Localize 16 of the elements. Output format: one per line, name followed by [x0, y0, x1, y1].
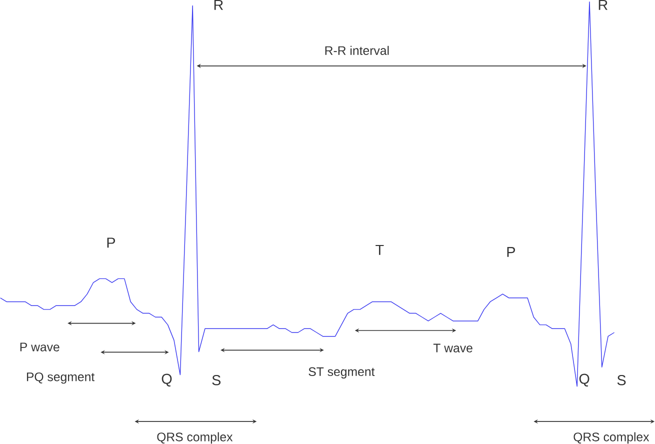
annotation: Q [579, 374, 590, 387]
annotation: Q [162, 374, 172, 387]
annotation: PQ segment [26, 372, 95, 384]
annotation: S [617, 375, 626, 386]
annotation: ST segment [308, 367, 375, 379]
annotation: R [598, 0, 608, 10]
text: QRS complex [574, 432, 650, 444]
annotation: T wave [433, 344, 472, 352]
annotation: P [507, 247, 515, 258]
annotation: T [376, 245, 384, 255]
annotation: P [107, 238, 116, 248]
annotation: R-R interval [325, 46, 389, 56]
text: QRS complex [157, 432, 233, 444]
annotation: S [212, 375, 221, 386]
annotation: P wave [20, 342, 60, 352]
annotation: R [214, 0, 223, 10]
